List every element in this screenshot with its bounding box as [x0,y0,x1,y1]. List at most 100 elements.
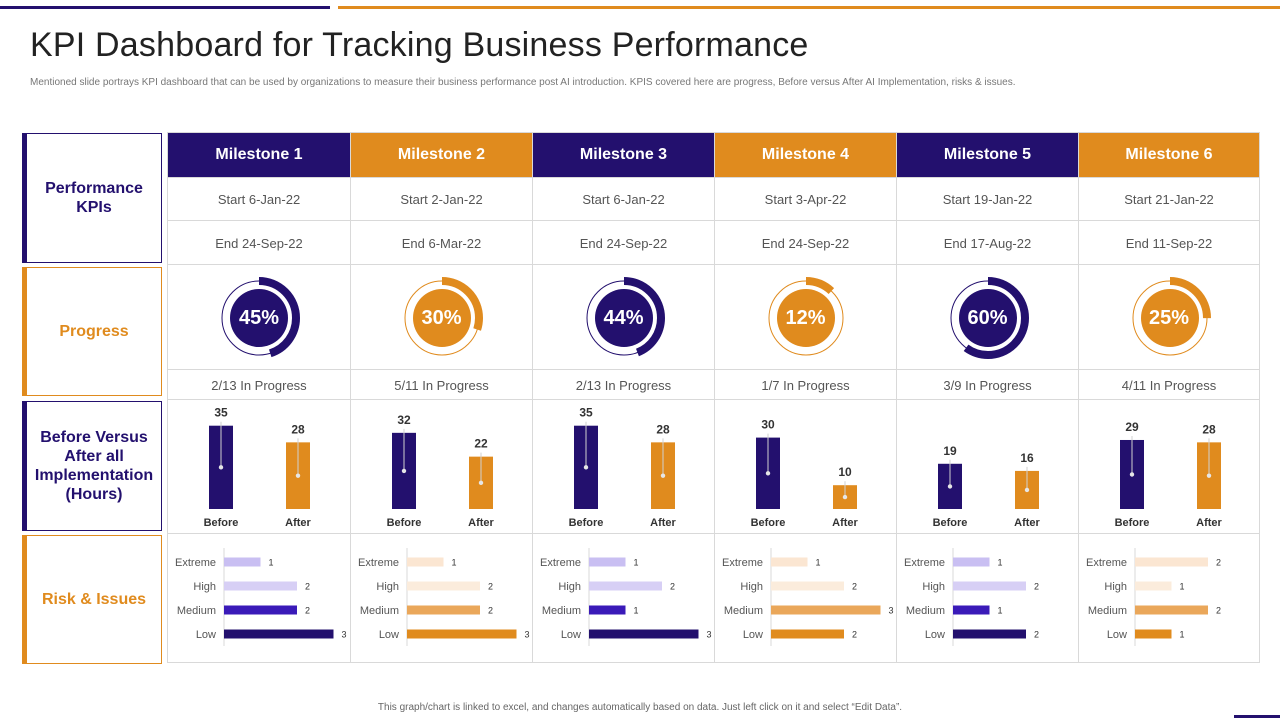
before-after-chart: 29 Before 28 After [1079,399,1259,534]
risk-bar [589,629,699,639]
risk-value-label: 2 [1034,630,1039,640]
milestone-end-date: End 24-Sep-22 [533,220,714,265]
progress-status-text: 5/11 In Progress [351,369,532,400]
bar-value-label: 35 [214,406,228,420]
milestone-start-date: Start 6-Jan-22 [533,177,714,221]
risk-chart: Extreme 2 High 1 Medium 2 Low 1 [1079,533,1259,663]
milestone-end-date: End 11-Sep-22 [1079,220,1259,265]
risk-category-label: Medium [542,605,581,617]
risk-bar [1135,629,1172,639]
progress-status-text: 1/7 In Progress [715,369,896,400]
bar-category-label: After [650,517,676,529]
milestone-header: Milestone 1 [168,133,350,177]
risk-bar [407,605,480,615]
bar-category-label: Before [387,517,422,529]
corner-accent [1234,715,1280,718]
row-label-before-after: Before Versus After all Implementation (… [22,401,162,531]
risk-category-label: Medium [177,605,216,617]
risk-chart: Extreme 1 High 2 Medium 2 Low 3 [351,533,532,663]
bar-leader-dot [583,465,589,470]
progress-percent-label: 30% [421,307,462,329]
progress-cell: 45% [168,264,350,370]
progress-cell: 60% [897,264,1078,370]
milestone-start-date: Start 21-Jan-22 [1079,177,1259,221]
progress-percent-label: 25% [1148,307,1190,329]
progress-inner-disc [230,289,288,347]
risk-category-label: Low [379,629,399,641]
bar-leader-dot [295,473,301,478]
progress-status-text: 2/13 In Progress [533,369,714,400]
top-accent-line-dark [0,6,330,9]
row-label-performance-kpis: Performance KPIs [22,133,162,263]
risk-value-label: 1 [998,606,1003,616]
bar-category-label: Before [569,517,604,529]
progress-donut [401,277,483,359]
milestone-column: Milestone 5 Start 19-Jan-22 End 17-Aug-22 6… [896,133,1078,662]
risk-svg: Extreme 1 High 2 Medium 1 Low 3 [540,548,712,646]
page-title: KPI Dashboard for Tracking Business Perf… [30,26,809,64]
risk-bar [1135,557,1208,567]
progress-inner-disc [413,289,471,347]
progress-cell: 30% [351,264,532,370]
progress-donut [583,277,665,359]
risk-bar [1135,605,1208,615]
risk-bar [953,605,990,615]
bar-leader-dot [765,471,771,476]
risk-value-label: 3 [525,630,530,640]
before-after-chart: 35 Before 28 After [168,399,350,534]
risk-bar [953,581,1026,591]
bar-category-label: After [832,517,858,529]
milestone-header: Milestone 5 [897,133,1078,177]
progress-ring-fill [218,277,300,359]
risk-category-label: Medium [724,605,763,617]
bar-category-label: After [285,517,311,529]
risk-value-label: 2 [488,606,493,616]
risk-value-label: 1 [452,558,457,568]
before-after-chart: 32 Before 22 After [351,399,532,534]
progress-percent-label: 44% [603,307,644,329]
risk-bar [224,605,297,615]
milestone-end-date: End 17-Aug-22 [897,220,1078,265]
bar-value-label: 35 [579,406,593,420]
bar-value-label: 16 [1020,451,1034,465]
progress-ring-fill [1129,277,1211,359]
risk-bar [224,581,297,591]
risk-svg: Extreme 2 High 1 Medium 2 Low 1 [1086,548,1221,646]
before-after-chart: 30 Before 10 After [715,399,896,534]
risk-value-label: 2 [305,582,310,592]
progress-percent-label: 45% [238,307,280,329]
before-after-svg: 30 Before 10 After [751,418,859,529]
milestone-header: Milestone 3 [533,133,714,177]
progress-inner-disc [595,289,653,347]
risk-value-label: 3 [889,606,894,616]
risk-category-label: Extreme [1086,557,1127,569]
risk-category-label: Low [743,629,763,641]
risk-category-label: Low [1107,629,1127,641]
milestone-end-date: End 24-Sep-22 [168,220,350,265]
milestone-column: Milestone 6 Start 21-Jan-22 End 11-Sep-22 2… [1078,133,1259,662]
progress-ring-fill [583,277,665,359]
bar-category-label: Before [1115,517,1150,529]
milestone-header: Milestone 6 [1079,133,1259,177]
risk-category-label: Extreme [175,557,216,569]
bar-leader-dot [1206,473,1212,478]
risk-category-label: Medium [360,605,399,617]
risk-bar [407,557,444,567]
progress-donut [947,277,1029,359]
risk-bar [407,581,480,591]
bar-leader-dot [660,473,666,478]
milestone-column: Milestone 4 Start 3-Apr-22 End 24-Sep-22 12… [714,133,896,662]
progress-inner-disc [1141,289,1199,347]
risk-value-label: 1 [816,558,821,568]
risk-value-label: 3 [707,630,712,640]
progress-status-text: 4/11 In Progress [1079,369,1259,400]
bar-leader-dot [218,465,224,470]
before-after-chart: 35 Before 28 After [533,399,714,534]
risk-value-label: 1 [634,606,639,616]
risk-category-label: Extreme [722,557,763,569]
before-after-svg: 35 Before 28 After [569,406,677,529]
risk-value-label: 2 [852,582,857,592]
milestone-column: Milestone 2 Start 2-Jan-22 End 6-Mar-22 30%… [350,133,532,662]
risk-value-label: 2 [1034,582,1039,592]
bar-category-label: Before [204,517,239,529]
